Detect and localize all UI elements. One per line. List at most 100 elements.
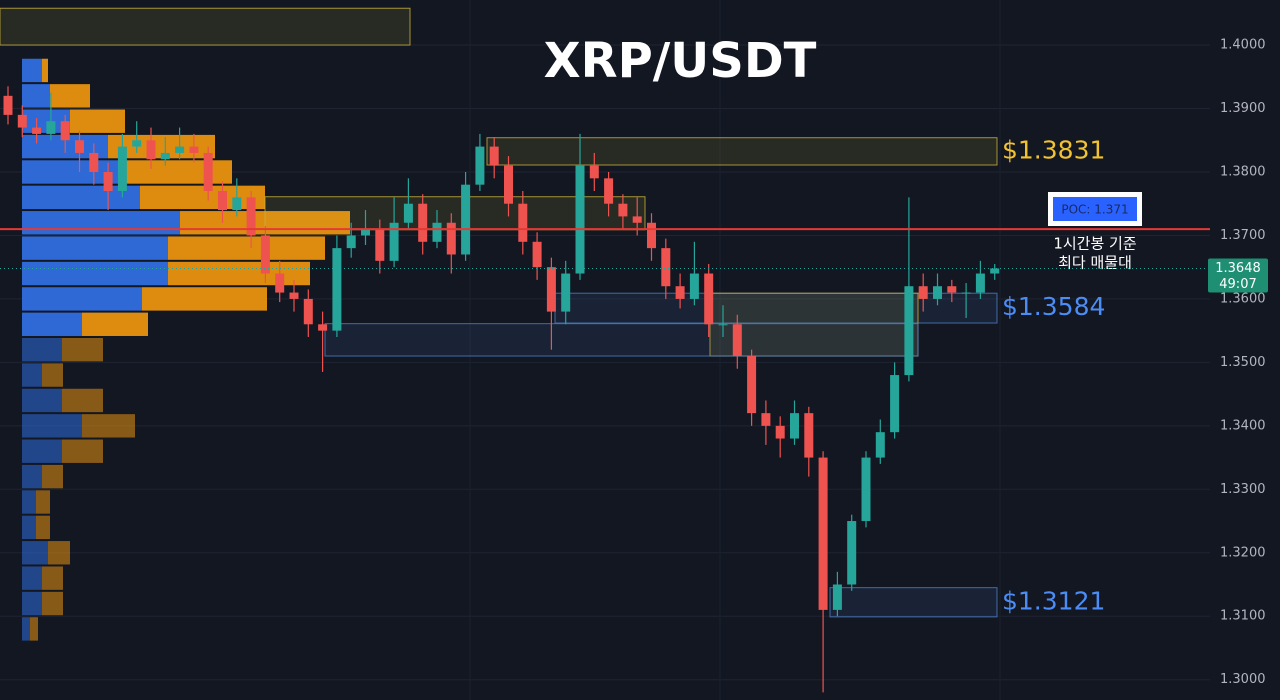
candle-body [661, 248, 671, 287]
profile-buy-bar [22, 490, 36, 514]
candle-body [260, 235, 270, 274]
candle-body [647, 222, 656, 249]
poc-note: 1시간봉 기준 [1053, 235, 1137, 253]
candle-body [675, 286, 685, 299]
candle-body [332, 248, 342, 331]
profile-sell-bar [82, 312, 148, 336]
profile-sell-bar [168, 236, 325, 260]
profile-sell-bar [82, 414, 135, 438]
candle-body [818, 457, 828, 610]
profile-buy-bar [22, 236, 168, 260]
candle-body [847, 521, 857, 585]
zone [0, 7, 411, 46]
profile-buy-bar [22, 464, 42, 489]
profile-sell-bar [120, 160, 232, 184]
candle-body [32, 127, 42, 134]
profile-buy-bar [22, 617, 30, 641]
candle-body [761, 413, 771, 426]
candle-body [203, 152, 213, 192]
candle-body [475, 146, 485, 185]
candle-body [832, 584, 842, 610]
profile-sell-bar [62, 388, 103, 413]
candle-body [346, 235, 356, 249]
candle-body [461, 184, 471, 255]
candle-body [232, 197, 242, 211]
candle-body [60, 121, 70, 141]
candle-body [403, 203, 413, 223]
y-tick-label: 1.3700 [1220, 228, 1266, 243]
candle-body [933, 286, 942, 299]
candle-body [218, 191, 227, 211]
candle-body [718, 324, 728, 326]
candle-body [246, 197, 256, 236]
candle-body [975, 273, 985, 293]
poc-label: POC: 1.371 [1061, 203, 1128, 217]
profile-buy-bar [22, 185, 140, 210]
profile-buy-bar [22, 287, 142, 311]
countdown-label: 49:07 [1219, 277, 1256, 292]
profile-buy-bar [22, 388, 62, 413]
candle-body [875, 432, 885, 458]
y-tick-label: 1.4000 [1220, 38, 1266, 53]
profile-sell-bar [42, 566, 63, 590]
y-tick-label: 1.3300 [1220, 482, 1266, 497]
candle-body [518, 203, 528, 242]
profile-sell-bar [62, 337, 103, 362]
profile-sell-bar [168, 261, 310, 286]
profile-sell-bar [42, 464, 63, 489]
y-tick-label: 1.3500 [1220, 355, 1266, 370]
profile-buy-bar [22, 84, 50, 108]
profile-sell-bar [62, 439, 103, 463]
profile-sell-bar [70, 109, 125, 133]
zone [486, 137, 998, 166]
profile-buy-bar [22, 363, 42, 387]
candle-body [432, 222, 442, 242]
profile-sell-bar [142, 287, 267, 311]
zone [709, 292, 919, 357]
candle-body [132, 140, 142, 147]
y-tick-label: 1.3900 [1220, 101, 1266, 116]
candle-body [275, 273, 285, 293]
candle-body [632, 216, 642, 223]
candle-body [861, 457, 871, 522]
zone [829, 587, 998, 618]
candle-body [747, 356, 757, 414]
candle-body [46, 121, 56, 134]
candle-body [561, 273, 571, 312]
candle-body [446, 222, 456, 255]
profile-buy-bar [22, 337, 62, 362]
y-tick-label: 1.3100 [1220, 609, 1266, 624]
poc-note: 최다 매물대 [1058, 254, 1132, 272]
candle-body [146, 140, 156, 160]
y-tick-label: 1.3800 [1220, 164, 1266, 179]
candle-body [732, 324, 742, 357]
y-tick-label: 1.3000 [1220, 672, 1266, 687]
profile-sell-bar [36, 515, 50, 540]
candle-body [489, 146, 499, 166]
profile-sell-bar [48, 541, 70, 565]
candle-body [318, 324, 328, 331]
profile-sell-bar [42, 58, 48, 83]
candle-body [103, 171, 113, 192]
candle-body [546, 267, 556, 312]
chart-title: XRP/USDT [544, 33, 817, 89]
candle-body [890, 375, 900, 433]
zone-label: $1.3121 [1002, 586, 1105, 615]
profile-buy-bar [22, 261, 168, 286]
profile-sell-bar [42, 591, 63, 616]
profile-buy-bar [22, 439, 62, 463]
candle-body [589, 165, 599, 179]
candle-body [532, 241, 542, 268]
profile-buy-bar [22, 515, 36, 540]
candle-body [418, 203, 428, 242]
candle-body [947, 286, 957, 293]
zone-label: $1.3831 [1002, 135, 1105, 164]
candle-body [89, 152, 99, 172]
profile-sell-bar [42, 363, 63, 387]
y-tick-label: 1.3400 [1220, 418, 1266, 433]
candle-body [361, 229, 370, 236]
candle-body [990, 268, 1000, 274]
current-price-box [1208, 258, 1268, 293]
